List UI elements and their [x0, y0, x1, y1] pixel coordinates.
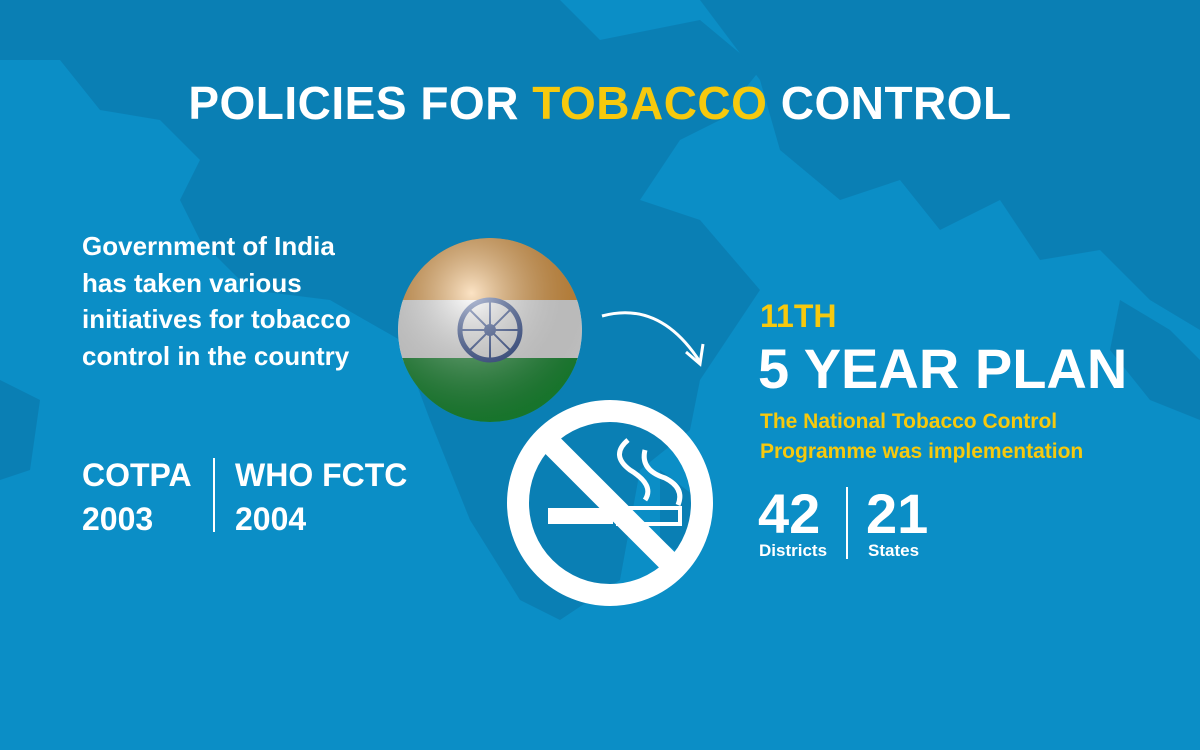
- divider: [213, 458, 215, 532]
- act-name: WHO FCTC: [235, 457, 408, 493]
- plan-title: 5 YEAR PLAN: [758, 337, 1128, 400]
- title-part: CONTROL: [780, 77, 1012, 129]
- no-smoking-sign: [507, 400, 713, 606]
- divider: [846, 487, 848, 559]
- stat-value: 21: [866, 482, 929, 545]
- plan-ordinal: 11TH: [760, 298, 837, 334]
- arrow: [601, 311, 702, 363]
- stat-label: Districts: [759, 541, 828, 560]
- act: COTPA 2003: [82, 453, 192, 541]
- title: POLICIES FOR TOBACCO CONTROL: [0, 76, 1200, 130]
- title-part: POLICIES FOR: [188, 77, 519, 129]
- intro-text: Government of India has taken various in…: [82, 231, 351, 371]
- act-name: COTPA: [82, 457, 192, 493]
- act-year: 2003: [82, 501, 154, 537]
- stat-value: 42: [758, 482, 821, 545]
- act-year: 2004: [235, 501, 307, 537]
- plan-description: The National Tobacco Control Programme w…: [760, 410, 1084, 463]
- title-highlight: TOBACCO: [532, 77, 768, 129]
- stat-label: States: [868, 541, 920, 560]
- arrow-head: [685, 343, 705, 367]
- act: WHO FCTC 2004: [235, 453, 407, 541]
